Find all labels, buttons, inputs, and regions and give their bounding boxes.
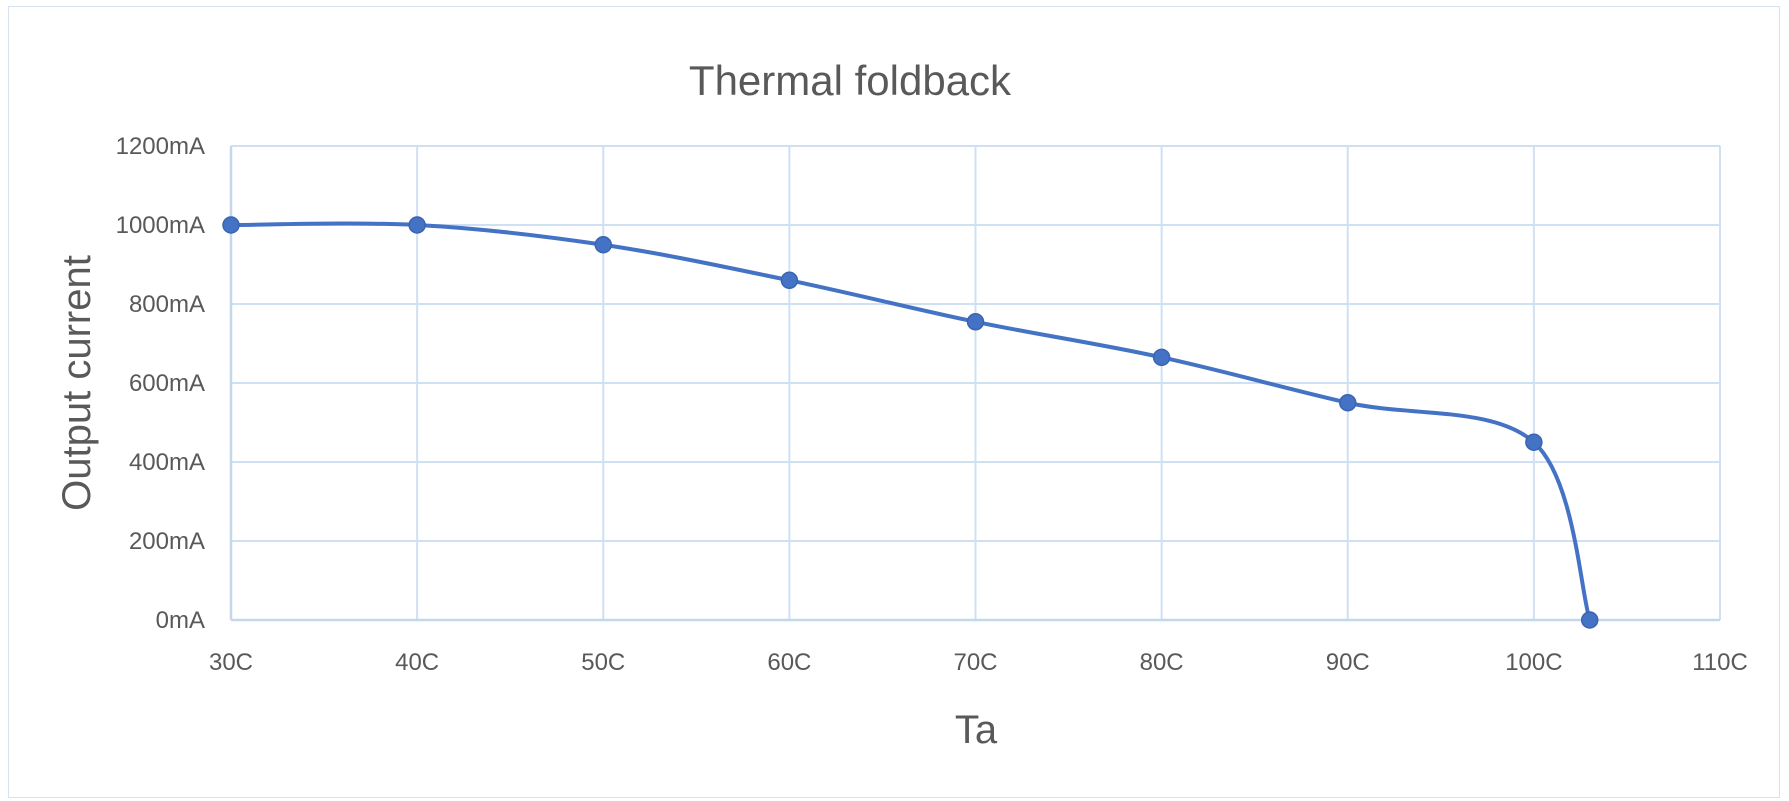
data-point (780, 271, 799, 290)
x-tick-label: 80C (1140, 649, 1184, 676)
series (222, 216, 1599, 629)
y-tick-label: 200mA (129, 528, 205, 555)
series-line (230, 221, 1592, 621)
y-axis-title: Output current (55, 255, 99, 511)
x-tick-label: 70C (953, 649, 997, 676)
x-tick-label: 40C (395, 649, 439, 676)
grid (231, 145, 1721, 620)
data-point (594, 236, 612, 254)
x-axis-title: Ta (955, 708, 998, 752)
x-tick-label: 90C (1326, 649, 1370, 676)
x-tick-label: 30C (209, 649, 253, 676)
y-tick-label: 400mA (129, 449, 205, 476)
y-tick-label: 1200mA (116, 133, 205, 160)
data-point (966, 313, 985, 331)
data-point (408, 216, 426, 234)
data-point (222, 216, 240, 234)
x-tick-label: 100C (1505, 649, 1562, 676)
y-tick-label: 600mA (129, 370, 205, 397)
x-tick-label: 50C (581, 649, 625, 676)
chart-title: Thermal foldback (689, 57, 1012, 104)
y-axis-ticks: 0mA 200mA 400mA 600mA 800mA 1000mA 1200mA (116, 133, 205, 634)
data-point (1152, 348, 1171, 367)
y-tick-label: 1000mA (116, 212, 205, 239)
x-tick-label: 110C (1692, 649, 1748, 676)
data-point (1580, 611, 1599, 629)
data-point (1525, 433, 1543, 451)
y-tick-label: 0mA (156, 607, 205, 634)
x-axis-ticks: 30C 40C 50C 60C 70C 80C 90C 100C 110C (209, 649, 1748, 676)
x-tick-label: 60C (767, 649, 811, 676)
chart-frame (8, 6, 1780, 798)
data-point (1339, 394, 1357, 412)
y-tick-label: 800mA (129, 291, 205, 318)
